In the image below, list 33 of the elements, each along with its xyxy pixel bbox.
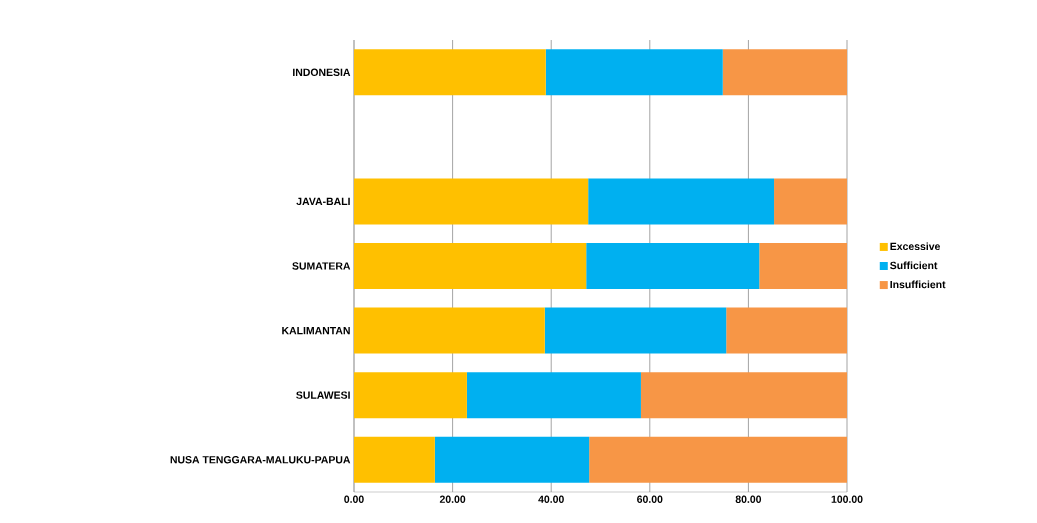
y-tick-label: KALIMANTAN (282, 326, 350, 335)
bar (466, 372, 641, 419)
bar (722, 49, 848, 96)
bar (544, 307, 727, 354)
x-tick-label: 60.00 (637, 495, 663, 503)
bar (434, 436, 590, 483)
x-tick-label: 100.00 (831, 495, 863, 503)
y-tick-label: INDONESIA (293, 68, 351, 76)
bar (354, 243, 587, 289)
bar (726, 307, 848, 354)
x-tick-label: 80.00 (735, 495, 762, 503)
bar (588, 178, 775, 225)
x-tick-label: 40.00 (538, 495, 564, 503)
bar (354, 49, 546, 96)
x-tick-label: 20.00 (439, 495, 466, 503)
bar (545, 49, 723, 96)
bar (759, 243, 848, 289)
bar (354, 307, 545, 354)
legend-label: Excessive (890, 242, 940, 251)
y-tick-label: SULAWESI (296, 391, 350, 399)
bar (354, 178, 589, 225)
y-tick-label: SUMATERA (292, 262, 351, 270)
x-tick-label: 0.00 (344, 495, 364, 503)
bar (354, 372, 467, 419)
bar (640, 372, 848, 419)
bar (774, 178, 848, 225)
y-tick-label: JAVA-BALI (296, 197, 350, 206)
y-tick-label: NUSA TENGGARA-MALUKU-PAPUA (170, 456, 351, 464)
bar (586, 243, 760, 289)
legend-label: Sufficient (890, 261, 938, 270)
bar (354, 436, 435, 483)
bar (589, 436, 848, 483)
legend-label: Insufficient (890, 280, 946, 289)
